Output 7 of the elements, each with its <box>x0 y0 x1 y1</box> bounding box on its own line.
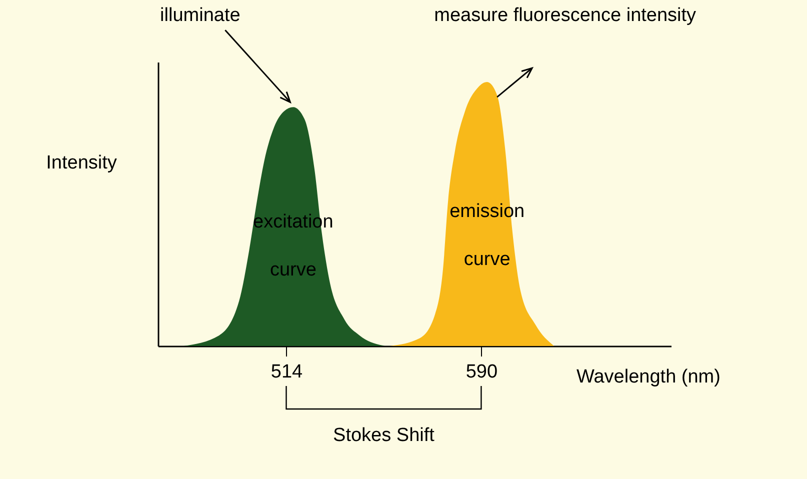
text: Stokes Shift <box>333 425 436 446</box>
annotation: measure fluorescence intensity <box>434 5 697 26</box>
annotation: illuminate <box>160 5 240 26</box>
x-axis-title: Wavelength (nm) <box>576 366 720 388</box>
x-tick-label: 590 <box>466 362 498 382</box>
y-axis-title: Intensity <box>46 152 118 174</box>
x-tick-label: 514 <box>270 362 304 382</box>
